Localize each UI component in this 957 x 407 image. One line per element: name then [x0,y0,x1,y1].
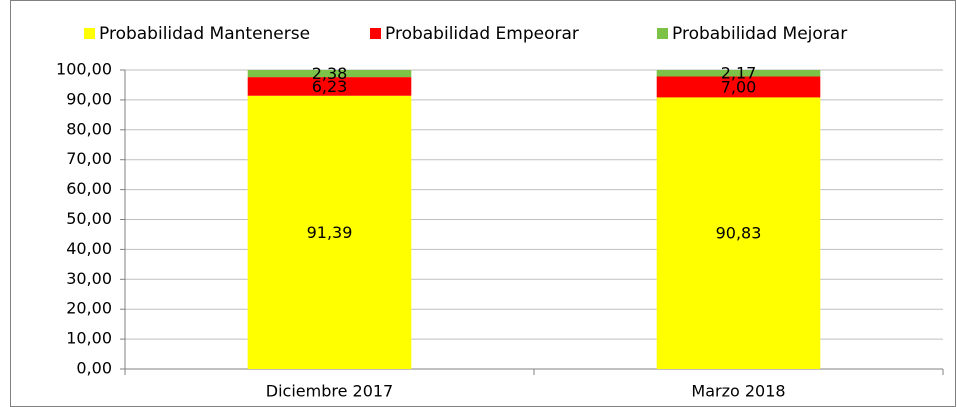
y-tick-label: 0,00 [76,359,112,378]
y-tick-label: 60,00 [66,179,112,198]
legend-label: Probabilidad Mejorar [672,24,847,44]
legend-label: Probabilidad Empeorar [385,24,579,44]
legend-label: Probabilidad Mantenerse [99,24,310,44]
legend-swatch [657,28,668,39]
y-tick-label: 80,00 [66,119,112,138]
x-tick-label: Marzo 2018 [691,382,785,401]
y-tick-label: 20,00 [66,299,112,318]
bar-segment [247,77,412,96]
x-tick-label: Diciembre 2017 [266,382,393,401]
y-tick-label: 90,00 [66,89,112,108]
bar-segment [247,70,412,78]
y-tick-label: 30,00 [66,269,112,288]
y-tick-label: 100,00 [56,60,112,79]
legend-swatch [370,28,381,39]
data-label: 91,39 [307,223,353,242]
bar-segment [247,95,412,369]
bar-segment [656,76,821,98]
data-label: 7,00 [721,77,757,96]
y-tick-label: 10,00 [66,329,112,348]
data-label: 90,83 [716,224,762,243]
bar-segment [656,70,821,77]
data-label: 2,38 [312,64,348,83]
y-tick-label: 50,00 [66,209,112,228]
y-tick-label: 40,00 [66,239,112,258]
bar-segment [656,97,821,369]
data-label: 6,23 [312,77,348,96]
data-label: 2,17 [721,64,757,83]
y-tick-label: 70,00 [66,149,112,168]
legend-swatch [84,28,95,39]
